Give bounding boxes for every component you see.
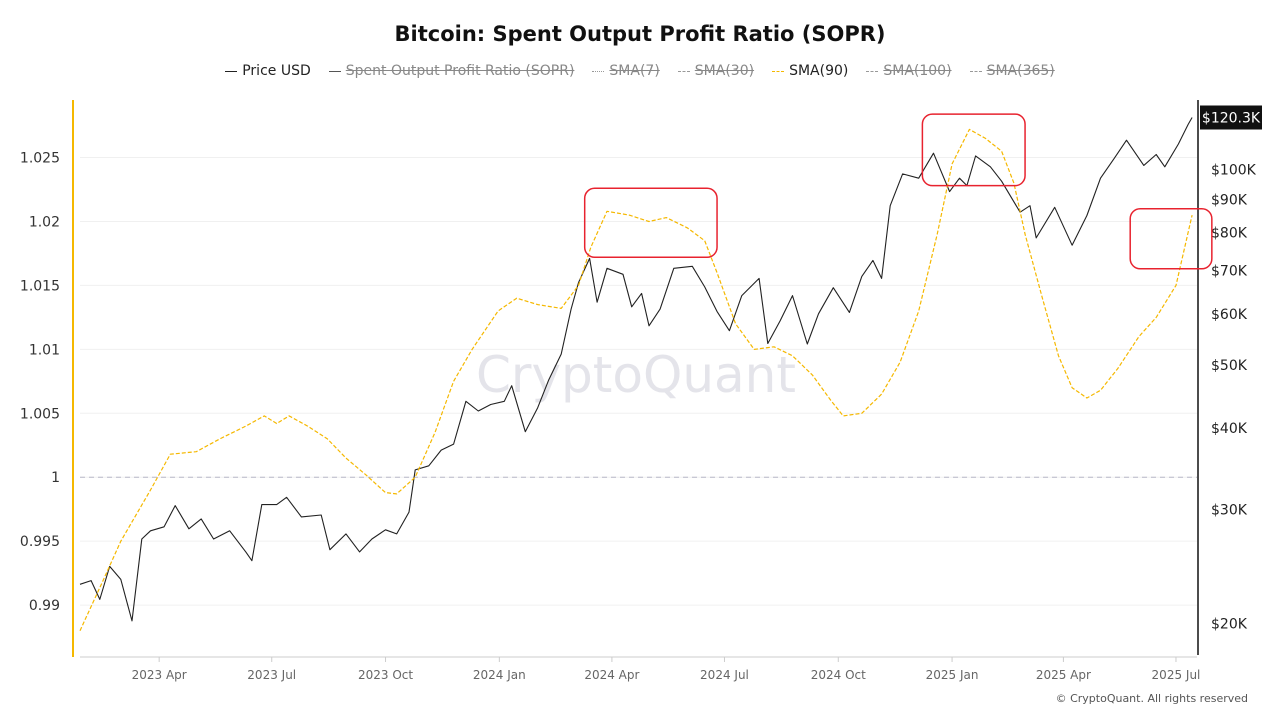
y-left-tick-label: 1.025 (20, 151, 60, 167)
legend-item[interactable]: SMA(7) (592, 63, 660, 79)
y-left-tick-label: 1 (51, 470, 60, 486)
legend-label: SMA(100) (883, 63, 952, 79)
legend-swatch (225, 70, 238, 72)
legend-swatch (677, 70, 690, 72)
chart-title: Bitcoin: Spent Output Profit Ratio (SOPR… (394, 22, 886, 46)
y-right-tick-label: $60K (1211, 307, 1248, 323)
x-tick-label: 2023 Oct (358, 668, 413, 682)
y-right-tick-label: $80K (1211, 226, 1248, 242)
legend-item[interactable]: Price USD (225, 63, 311, 79)
highlight-box (1129, 207, 1213, 270)
legend-swatch (328, 70, 341, 72)
legend-swatch (969, 70, 982, 72)
legend: Price USD Spent Output Profit Ratio (SOPR… (0, 63, 1280, 79)
x-tick-label: 2024 Apr (584, 668, 639, 682)
y-left-tick-label: 0.99 (29, 598, 60, 614)
price-line (79, 117, 1193, 622)
sma90-line (79, 128, 1193, 631)
legend-label: SMA(90) (789, 63, 849, 79)
x-tick-label: 2024 Jan (473, 668, 526, 682)
legend-swatch (866, 70, 879, 72)
legend-label: SMA(30) (694, 63, 755, 79)
legend-item[interactable]: SMA(100) (866, 63, 952, 79)
y-left-tick-label: 1.015 (20, 278, 60, 294)
x-tick-label: 2024 Jul (700, 668, 749, 682)
legend-item[interactable]: SMA(365) (969, 63, 1055, 79)
x-tick-label: 2025 Jan (926, 668, 979, 682)
x-tick-label: 2023 Jul (247, 668, 296, 682)
copyright: © CryptoQuant. All rights reserved (1055, 692, 1248, 705)
last-price-label: $120.3K (1202, 111, 1261, 127)
x-tick-label: 2023 Apr (132, 668, 187, 682)
y-right-tick-label: $70K (1211, 263, 1248, 279)
watermark-logo: CryptoQuant (476, 346, 796, 404)
highlight-box (921, 113, 1026, 187)
y-right-tick-label: $100K (1211, 163, 1257, 179)
legend-swatch (592, 70, 605, 72)
y-right-tick-label: $40K (1211, 421, 1248, 437)
legend-label: Spent Output Profit Ratio (SOPR) (345, 63, 575, 79)
highlight-box (583, 187, 718, 259)
x-tick-label: 2024 Oct (811, 668, 866, 682)
legend-label: SMA(7) (609, 63, 660, 79)
y-right-tick-label: $90K (1211, 192, 1248, 208)
y-left-tick-label: 1.01 (29, 342, 60, 358)
legend-swatch (772, 70, 785, 72)
y-right-tick-label: $30K (1211, 502, 1248, 518)
legend-label: Price USD (242, 63, 311, 79)
y-left-tick-label: 1.005 (20, 406, 60, 422)
x-tick-label: 2025 Apr (1036, 668, 1091, 682)
last-price-badge (1200, 105, 1262, 130)
legend-item[interactable]: SMA(90) (772, 63, 848, 79)
y-left-tick-label: 0.995 (20, 534, 60, 550)
y-left-tick-label: 1.02 (29, 214, 60, 230)
y-right-tick-label: $50K (1211, 358, 1248, 374)
legend-label: SMA(365) (986, 63, 1055, 79)
legend-item[interactable]: Spent Output Profit Ratio (SOPR) (328, 63, 575, 79)
x-tick-label: 2025 Jul (1152, 668, 1201, 682)
y-right-tick-label: $20K (1211, 617, 1248, 633)
legend-item[interactable]: SMA(30) (677, 63, 755, 79)
